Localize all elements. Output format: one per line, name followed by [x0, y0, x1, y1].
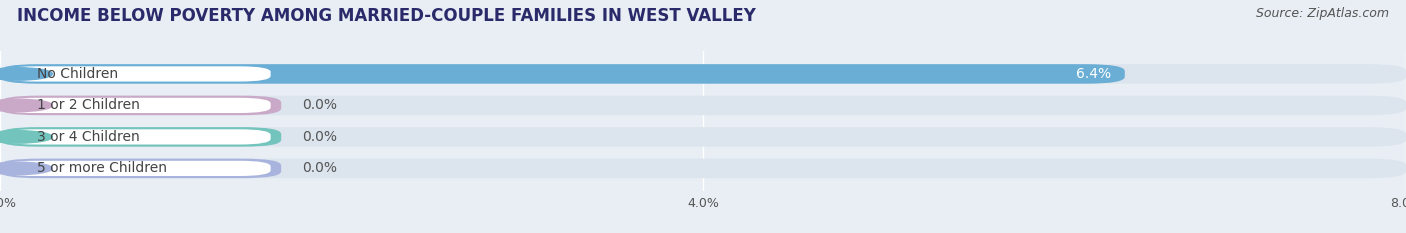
FancyBboxPatch shape [0, 127, 281, 147]
FancyBboxPatch shape [3, 66, 271, 82]
Circle shape [0, 162, 52, 175]
Text: INCOME BELOW POVERTY AMONG MARRIED-COUPLE FAMILIES IN WEST VALLEY: INCOME BELOW POVERTY AMONG MARRIED-COUPL… [17, 7, 756, 25]
FancyBboxPatch shape [3, 161, 271, 176]
Text: 3 or 4 Children: 3 or 4 Children [37, 130, 139, 144]
Text: 5 or more Children: 5 or more Children [37, 161, 167, 175]
Circle shape [0, 68, 52, 80]
FancyBboxPatch shape [0, 96, 1406, 115]
FancyBboxPatch shape [0, 96, 281, 115]
Text: 1 or 2 Children: 1 or 2 Children [37, 98, 139, 112]
Text: 0.0%: 0.0% [302, 161, 337, 175]
FancyBboxPatch shape [3, 98, 271, 113]
FancyBboxPatch shape [0, 64, 1125, 84]
FancyBboxPatch shape [0, 64, 1406, 84]
FancyBboxPatch shape [0, 159, 281, 178]
Text: 0.0%: 0.0% [302, 130, 337, 144]
FancyBboxPatch shape [0, 127, 1406, 147]
FancyBboxPatch shape [0, 159, 1406, 178]
Text: Source: ZipAtlas.com: Source: ZipAtlas.com [1256, 7, 1389, 20]
Circle shape [0, 99, 52, 112]
Text: 0.0%: 0.0% [302, 98, 337, 112]
FancyBboxPatch shape [3, 129, 271, 144]
Circle shape [0, 131, 52, 143]
Text: No Children: No Children [37, 67, 118, 81]
Text: 6.4%: 6.4% [1076, 67, 1111, 81]
